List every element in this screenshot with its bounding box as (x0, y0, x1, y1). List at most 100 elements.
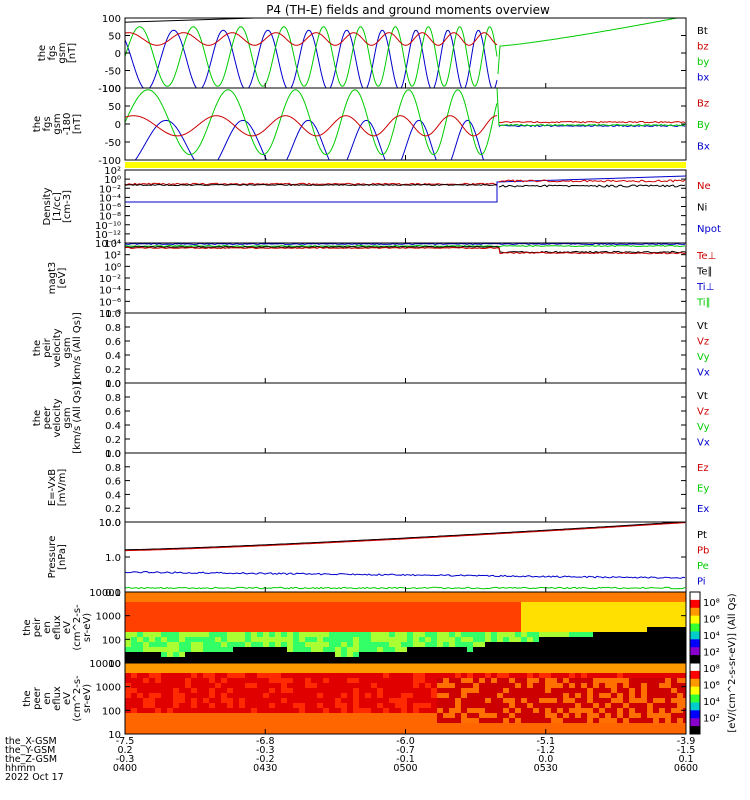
spectrogram-cell (137, 703, 144, 709)
spectrogram-cell (509, 657, 516, 663)
spectrogram-cell (191, 652, 198, 658)
ion-spectrogram (125, 592, 690, 668)
spectrogram-cell (233, 683, 240, 689)
spectrogram-cell (131, 663, 138, 669)
spectrogram-cell (671, 688, 678, 694)
spectrogram-cell (527, 663, 534, 669)
spectrogram-cell (227, 728, 234, 734)
spectrogram-cell (131, 647, 138, 653)
spectrogram-cell (299, 632, 306, 638)
spectrogram-cell (407, 728, 414, 734)
spectrogram-cell (365, 703, 372, 709)
spectrogram-cell (191, 637, 198, 643)
spectrogram-cell (515, 693, 522, 699)
spectrogram-cell (269, 647, 276, 653)
spectrogram-cell (215, 713, 222, 719)
spectrogram-cell (203, 718, 210, 724)
spectrogram-cell (233, 607, 240, 613)
spectrogram-cell (557, 597, 564, 603)
spectrogram-cell (629, 723, 636, 729)
spectrogram-cell (623, 698, 630, 704)
spectrogram-cell (341, 708, 348, 714)
spectrogram-cell (125, 617, 132, 623)
spectrogram-cell (503, 698, 510, 704)
spectrogram-cell (131, 612, 138, 618)
spectrogram-cell (305, 607, 312, 613)
spectrogram-cell (677, 723, 684, 729)
y-label-line: [km/s (All Qs)] (72, 312, 83, 384)
spectrogram-cell (341, 668, 348, 674)
spectrogram-cell (389, 622, 396, 628)
spectrogram-cell (221, 683, 228, 689)
spectrogram-cell (647, 723, 654, 729)
spectrogram-cell (239, 602, 246, 608)
spectrogram-cell (203, 647, 210, 653)
spectrogram-cell (371, 703, 378, 709)
spectrogram-cell (569, 723, 576, 729)
spectrogram-cell (155, 668, 162, 674)
spectrogram-cell (263, 627, 270, 633)
spectrogram-cell (527, 713, 534, 719)
colorbar-tick-label: 10⁸ (703, 664, 720, 675)
spectrogram-cell (329, 597, 336, 603)
spectrogram-cell (167, 673, 174, 679)
spectrogram-cell (653, 673, 660, 679)
legend-item: Te∥ (696, 266, 713, 277)
spectrogram-cell (413, 597, 420, 603)
spectrogram-cell (197, 607, 204, 613)
spectrogram-cell (161, 642, 168, 648)
spectrogram-cell (233, 668, 240, 674)
spectrogram-cell (299, 673, 306, 679)
spectrogram-cell (449, 713, 456, 719)
spectrogram-cell (497, 683, 504, 689)
spectrogram-cell (329, 713, 336, 719)
spectrogram-cell (497, 723, 504, 729)
spectrogram-cell (191, 683, 198, 689)
spectrogram-cell (161, 693, 168, 699)
spectrogram-cell (209, 708, 216, 714)
spectrogram-cell (149, 703, 156, 709)
spectrogram-cell (521, 612, 528, 618)
spectrogram-cell (527, 607, 534, 613)
spectrogram-cell (659, 592, 666, 598)
spectrogram-cell (377, 652, 384, 658)
spectrogram-cell (233, 673, 240, 679)
spectrogram-cell (197, 622, 204, 628)
spectrogram-cell (149, 657, 156, 663)
spectrogram-cell (413, 668, 420, 674)
y-tick-label: 1.0 (105, 379, 121, 390)
spectrogram-cell (521, 632, 528, 638)
y-tick-label: 0.6 (105, 477, 121, 488)
spectrogram-cell (569, 612, 576, 618)
spectrogram-cell (557, 678, 564, 684)
spectrogram-cell (623, 668, 630, 674)
spectrogram-cell (527, 637, 534, 643)
spectrogram-cell (575, 642, 582, 648)
spectrogram-cell (377, 663, 384, 669)
spectrogram-cell (551, 627, 558, 633)
spectrogram-cell (419, 607, 426, 613)
spectrogram-cell (479, 723, 486, 729)
spectrogram-cell (605, 688, 612, 694)
spectrogram-cell (437, 703, 444, 709)
spectrogram-cell (275, 723, 282, 729)
spectrogram-cell (323, 652, 330, 658)
spectrogram-cell (191, 703, 198, 709)
spectrogram-cell (287, 688, 294, 694)
spectrogram-cell (239, 728, 246, 734)
spectrogram-cell (491, 718, 498, 724)
spectrogram-cell (503, 668, 510, 674)
spectrogram-cell (419, 592, 426, 598)
spectrogram-cell (605, 728, 612, 734)
spectrogram-cell (569, 647, 576, 653)
spectrogram-cell (581, 663, 588, 669)
spectrogram-cell (557, 617, 564, 623)
spectrogram-cell (299, 617, 306, 623)
spectrogram-cell (569, 592, 576, 598)
spectrogram-cell (359, 683, 366, 689)
spectrogram-cell (149, 718, 156, 724)
spectrogram-cell (623, 622, 630, 628)
spectrogram-cell (305, 693, 312, 699)
spectrogram-cell (143, 652, 150, 658)
spectrogram-cell (467, 607, 474, 613)
